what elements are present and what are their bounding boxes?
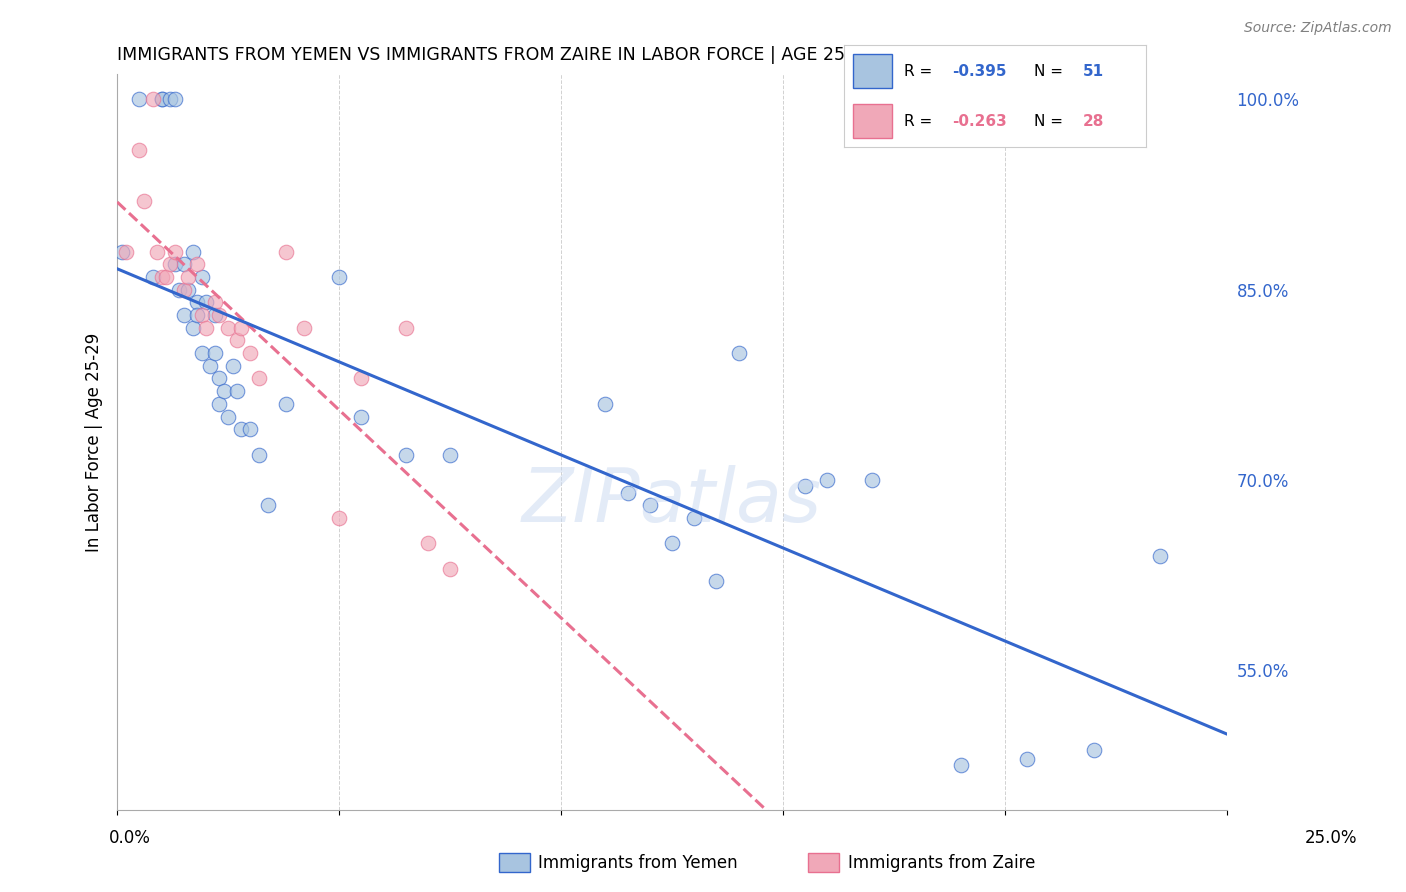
Point	[212, 384, 235, 399]
Point	[194, 320, 217, 334]
Point	[173, 308, 195, 322]
Point	[200, 359, 222, 373]
Text: N =: N =	[1033, 63, 1069, 78]
Point	[683, 511, 706, 525]
Point	[231, 422, 253, 436]
Point	[1017, 752, 1039, 766]
Point	[186, 257, 208, 271]
Point	[727, 346, 749, 360]
Point	[226, 384, 249, 399]
Point	[231, 320, 253, 334]
Point	[595, 397, 617, 411]
Point	[115, 244, 138, 259]
Text: Immigrants from Zaire: Immigrants from Zaire	[848, 854, 1035, 871]
Point	[146, 244, 169, 259]
Point	[292, 320, 315, 334]
Text: N =: N =	[1033, 114, 1069, 129]
Point	[395, 320, 418, 334]
Point	[208, 397, 231, 411]
Point	[150, 93, 173, 107]
Point	[194, 295, 217, 310]
Point	[221, 359, 243, 373]
Point	[163, 244, 186, 259]
Text: -0.263: -0.263	[952, 114, 1007, 129]
Point	[257, 498, 280, 512]
Point	[949, 758, 972, 772]
Point	[186, 308, 208, 322]
Point	[247, 371, 270, 385]
Text: Immigrants from Yemen: Immigrants from Yemen	[538, 854, 738, 871]
Text: -0.395: -0.395	[952, 63, 1007, 78]
Point	[439, 448, 461, 462]
Point	[186, 295, 208, 310]
Text: Source: ZipAtlas.com: Source: ZipAtlas.com	[1244, 21, 1392, 35]
Text: IMMIGRANTS FROM YEMEN VS IMMIGRANTS FROM ZAIRE IN LABOR FORCE | AGE 25-29 CORREL: IMMIGRANTS FROM YEMEN VS IMMIGRANTS FROM…	[117, 46, 1067, 64]
Point	[274, 397, 297, 411]
Point	[159, 93, 181, 107]
Point	[163, 257, 186, 271]
Point	[208, 371, 231, 385]
Point	[181, 244, 204, 259]
Point	[177, 270, 200, 285]
Text: 28: 28	[1083, 114, 1104, 129]
Text: 51: 51	[1083, 63, 1104, 78]
Point	[208, 308, 231, 322]
Point	[350, 371, 373, 385]
Point	[163, 93, 186, 107]
Point	[173, 283, 195, 297]
Point	[111, 244, 134, 259]
Point	[142, 93, 165, 107]
Point	[439, 562, 461, 576]
Point	[217, 320, 239, 334]
Point	[794, 479, 817, 493]
Point	[217, 409, 239, 424]
Point	[181, 320, 204, 334]
Point	[204, 295, 226, 310]
FancyBboxPatch shape	[852, 54, 891, 87]
Point	[155, 270, 177, 285]
Point	[169, 283, 191, 297]
Point	[661, 536, 683, 550]
Point	[204, 308, 226, 322]
Point	[173, 257, 195, 271]
Point	[416, 536, 439, 550]
Point	[350, 409, 373, 424]
Text: 0.0%: 0.0%	[108, 829, 150, 847]
Point	[239, 422, 262, 436]
Point	[128, 143, 150, 157]
Point	[815, 473, 838, 487]
Point	[395, 448, 418, 462]
Point	[239, 346, 262, 360]
Point	[616, 485, 638, 500]
Point	[150, 93, 173, 107]
Point	[204, 346, 226, 360]
Point	[638, 498, 661, 512]
FancyBboxPatch shape	[852, 104, 891, 138]
Point	[328, 511, 350, 525]
Point	[159, 257, 181, 271]
Text: R =: R =	[904, 63, 938, 78]
Point	[226, 334, 249, 348]
Point	[328, 270, 350, 285]
Text: 25.0%: 25.0%	[1305, 829, 1358, 847]
Point	[132, 194, 155, 208]
Point	[1149, 549, 1171, 563]
Point	[706, 574, 728, 589]
Y-axis label: In Labor Force | Age 25-29: In Labor Force | Age 25-29	[86, 333, 103, 551]
Point	[150, 270, 173, 285]
Point	[190, 346, 212, 360]
Point	[190, 308, 212, 322]
Text: R =: R =	[904, 114, 938, 129]
Point	[860, 473, 883, 487]
Point	[1083, 743, 1105, 757]
Text: ZIPatlas: ZIPatlas	[522, 465, 823, 537]
Point	[247, 448, 270, 462]
Point	[274, 244, 297, 259]
Point	[190, 270, 212, 285]
Point	[177, 283, 200, 297]
Point	[128, 93, 150, 107]
Point	[142, 270, 165, 285]
